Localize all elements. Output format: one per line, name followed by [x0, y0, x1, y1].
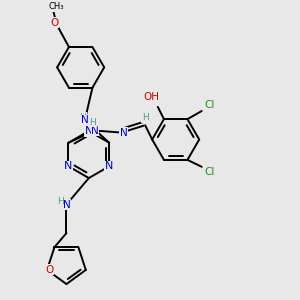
Text: N: N	[62, 200, 70, 210]
Text: N: N	[64, 161, 73, 171]
Text: N: N	[105, 161, 113, 171]
Text: H: H	[90, 118, 96, 127]
Text: H: H	[79, 112, 86, 122]
Text: OH: OH	[144, 92, 160, 102]
Text: O: O	[50, 17, 59, 28]
Text: N: N	[85, 126, 93, 136]
Text: H: H	[142, 113, 148, 122]
Text: N: N	[120, 128, 128, 138]
Text: Cl: Cl	[205, 167, 215, 177]
Text: Cl: Cl	[205, 100, 215, 110]
Text: O: O	[45, 265, 53, 275]
Text: CH₃: CH₃	[49, 2, 64, 11]
Text: N: N	[81, 115, 88, 125]
Text: N: N	[91, 125, 99, 136]
Text: H: H	[57, 197, 64, 206]
